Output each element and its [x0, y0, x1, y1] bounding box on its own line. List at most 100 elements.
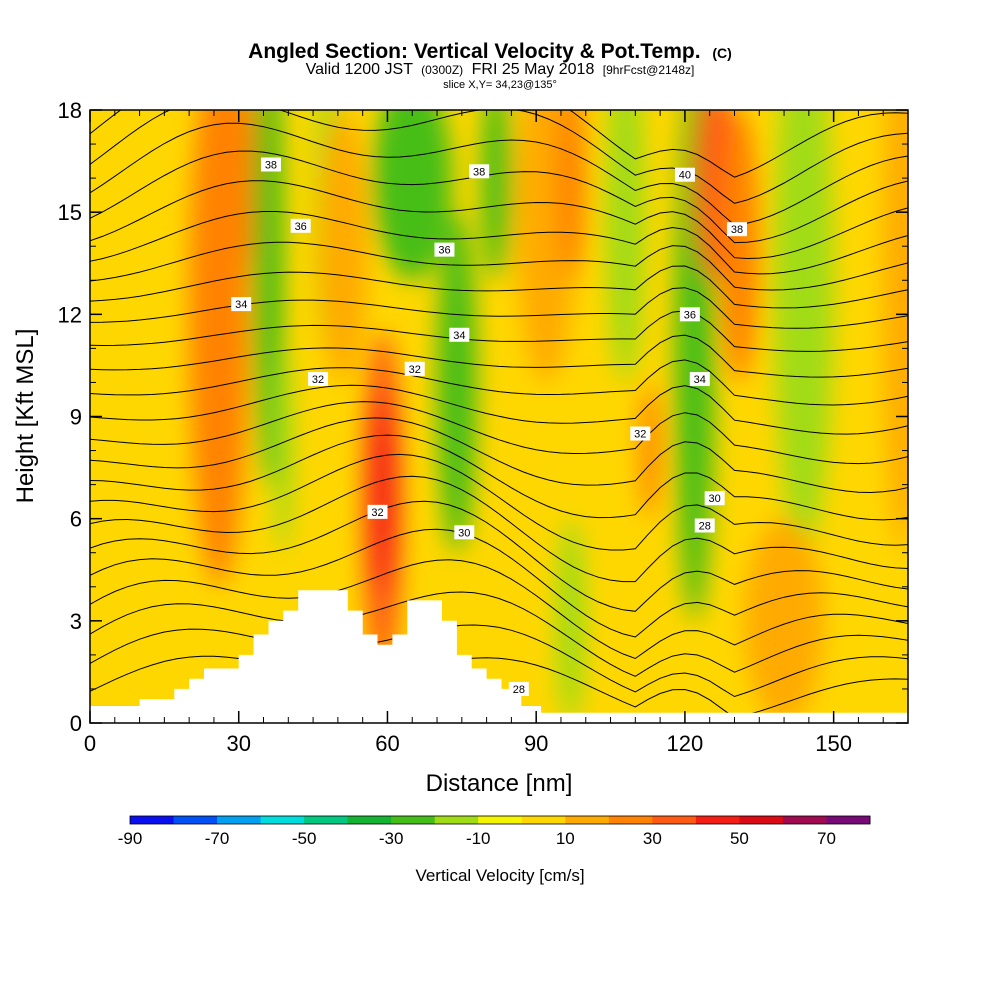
colorbar-swatch-7	[434, 816, 479, 824]
chart-title: Angled Section: Vertical Velocity & Pot.…	[248, 40, 732, 63]
theta-isoline-6	[90, 475, 908, 583]
theta-isoline-4	[90, 528, 908, 638]
contour-label-0: 38	[260, 157, 281, 172]
chart-title-main: Angled Section: Vertical Velocity & Pot.…	[248, 40, 700, 63]
contour-label-10: 28	[508, 681, 529, 696]
contour-label-text: 32	[371, 507, 383, 519]
contour-label-text: 32	[634, 429, 646, 441]
contour-label-14: 34	[689, 372, 710, 387]
colorbar-tick-6: 30	[643, 829, 662, 848]
contour-label-text: 38	[265, 159, 277, 171]
contour-label-text: 38	[731, 224, 743, 236]
theta-isoline-20	[90, 150, 908, 244]
x-axis: 0 30 60 90 120 150	[84, 110, 909, 756]
velocity-cell-21	[883, 110, 908, 553]
velocity-cell-19	[774, 110, 834, 553]
theta-isoline-5	[90, 500, 908, 612]
contour-label-text: 34	[694, 374, 706, 386]
y-tick-label-2: 6	[70, 507, 82, 532]
colorbar	[129, 815, 871, 825]
contour-label-16: 30	[704, 491, 725, 506]
contour-label-15: 32	[630, 426, 651, 441]
contour-label-text: 32	[312, 374, 324, 386]
contour-label-2: 34	[231, 297, 252, 312]
velocity-cell-9	[437, 212, 477, 553]
contour-label-9: 30	[454, 525, 475, 540]
theta-isoline-18	[90, 211, 908, 275]
y-axis-label: Height [Kft MSL]	[12, 329, 39, 504]
velocity-cell-13	[556, 518, 586, 723]
theta-isoline-19	[90, 180, 908, 260]
colorbar-swatch-3	[260, 816, 305, 824]
colorbar-label: Vertical Velocity [cm/s]	[415, 866, 584, 885]
theta-isoline-2	[90, 591, 908, 677]
colorbar-swatch-9	[521, 816, 566, 824]
x-tick-label-3: 90	[524, 731, 548, 756]
subtitle-date: FRI 25 May 2018	[472, 61, 595, 78]
contour-label-text: 38	[473, 166, 485, 178]
contour-label-6: 38	[469, 164, 490, 179]
velocity-cell-12	[556, 110, 586, 281]
contour-label-7: 36	[434, 242, 455, 257]
theta-isoline-7	[90, 453, 908, 551]
velocity-cell-7	[370, 389, 395, 594]
theta-isoline-3	[90, 559, 908, 660]
contour-labels: 38 36 34 32 32 32 38 36 34 30 28 40 38 36 34 32 30 28	[231, 157, 747, 696]
colorbar-tick-5: 10	[556, 829, 575, 848]
colorbar-swatch-0	[130, 816, 175, 824]
theta-isoline-23	[90, 110, 908, 178]
plot-area: 38 36 34 32 32 32 38 36 34 30 28 40 38 36 34 32 30 28	[90, 110, 908, 723]
contour-label-4: 32	[404, 361, 425, 376]
chart-title-suffix: (C)	[712, 45, 731, 61]
velocity-cell-5	[318, 110, 368, 383]
theta-isoline-21	[90, 122, 908, 226]
x-tick-label-0: 0	[84, 731, 96, 756]
contour-label-text: 40	[679, 170, 691, 182]
colorbar-swatch-13	[695, 816, 740, 824]
contour-label-1: 36	[290, 218, 311, 233]
contour-label-text: 36	[438, 245, 450, 257]
subtitle-fcst: [9hrFcst@2148z]	[603, 63, 695, 77]
contour-label-8: 34	[449, 327, 470, 342]
theta-isoline-1	[90, 624, 908, 698]
contour-label-text: 36	[295, 221, 307, 233]
colorbar-swatch-11	[608, 816, 653, 824]
x-tick-label-2: 60	[375, 731, 399, 756]
velocity-cell-18	[719, 110, 760, 383]
contour-label-text: 36	[684, 309, 696, 321]
colorbar-swatch-4	[304, 816, 349, 824]
colorbar-swatch-12	[652, 816, 697, 824]
terrain	[90, 590, 908, 723]
contour-label-text: 28	[513, 684, 525, 696]
contour-label-3: 32	[308, 372, 329, 387]
colorbar-swatch-5	[347, 816, 392, 824]
theta-isoline-11	[90, 384, 908, 435]
colorbar-tick-1: -70	[205, 829, 230, 848]
theta-isoline-10	[90, 401, 908, 465]
y-tick-label-0: 0	[70, 711, 82, 736]
colorbar-swatch-14	[739, 816, 784, 824]
theta-isoline-15	[90, 287, 908, 329]
colorbar-tick-0: -90	[118, 829, 143, 848]
y-tick-label-4: 12	[58, 302, 82, 327]
contour-label-text: 28	[699, 520, 711, 532]
colorbar-swatch-1	[173, 816, 218, 824]
subtitle-utc: (0300Z)	[421, 63, 463, 77]
velocity-cell-1	[218, 110, 259, 281]
theta-isoline-13	[90, 334, 908, 378]
theta-isoline-22	[90, 110, 908, 204]
velocity-cell-10	[481, 110, 512, 281]
velocity-cell-14	[605, 110, 646, 383]
contour-label-text: 32	[409, 364, 421, 376]
contour-label-text: 34	[235, 299, 247, 311]
x-tick-label-1: 30	[226, 731, 250, 756]
velocity-cell-15	[640, 382, 661, 519]
x-axis-label: Distance [nm]	[426, 770, 573, 797]
colorbar-ticks: -90 -70 -50 -30 -10 10 30 50 70	[118, 829, 836, 848]
velocity-cell-20	[744, 518, 824, 723]
contour-label-text: 34	[453, 330, 465, 342]
contour-label-5: 32	[367, 504, 388, 519]
theta-isoline-12	[90, 359, 908, 406]
colorbar-swatch-8	[478, 816, 523, 824]
